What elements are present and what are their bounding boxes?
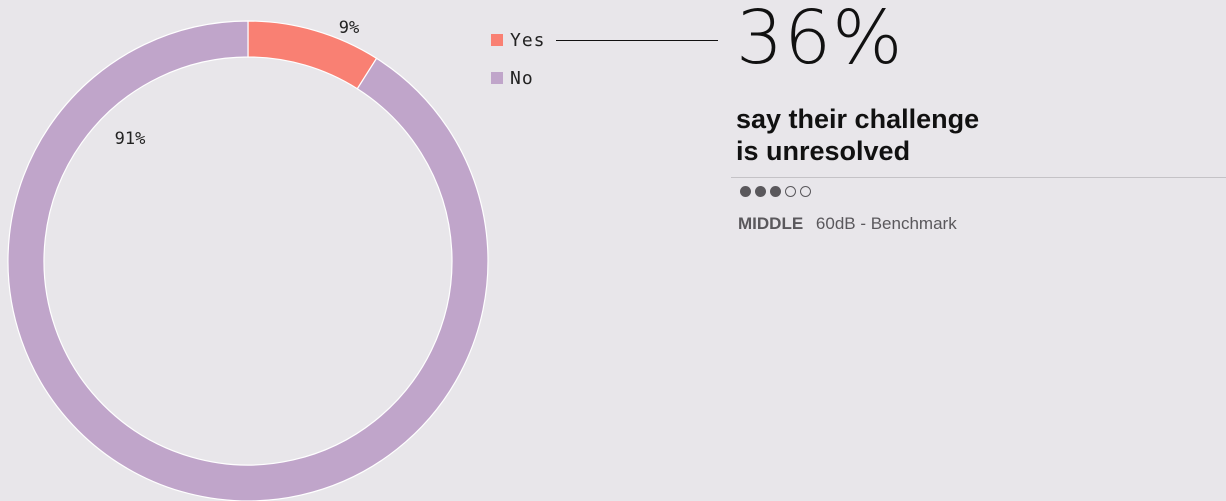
stat-caption-line-1: say their challenge — [736, 104, 980, 134]
rating-dot-5-empty — [800, 186, 811, 197]
divider — [731, 177, 1226, 178]
slice-label-yes: 9% — [339, 18, 359, 38]
stat-caption: say their challenge is unresolved — [736, 103, 1036, 167]
rating-dot-2-filled — [755, 186, 766, 197]
legend-label-no: No — [510, 67, 534, 89]
legend-item-yes: Yes — [491, 29, 546, 51]
donut-slice-no — [7, 20, 489, 501]
legend-item-no: No — [491, 67, 546, 89]
legend-label-yes: Yes — [510, 29, 546, 51]
benchmark-line: MIDDLE 60dB - Benchmark — [738, 214, 957, 234]
rating-dot-4-empty — [785, 186, 796, 197]
headline-stat: 36% — [736, 0, 904, 81]
donut-chart: 9% 91% — [7, 18, 489, 501]
level-label: MIDDLE — [738, 214, 804, 233]
chart-legend: Yes No — [491, 30, 546, 106]
benchmark-text: 60dB - Benchmark — [815, 214, 957, 233]
stat-caption-line-2: is unresolved — [736, 136, 911, 166]
legend-connector-line — [556, 40, 718, 41]
legend-swatch-no — [491, 72, 503, 84]
rating-dot-3-filled — [770, 186, 781, 197]
rating-dots — [740, 186, 815, 197]
slice-label-no: 91% — [115, 129, 146, 149]
rating-dot-1-filled — [740, 186, 751, 197]
legend-swatch-yes — [491, 34, 503, 46]
